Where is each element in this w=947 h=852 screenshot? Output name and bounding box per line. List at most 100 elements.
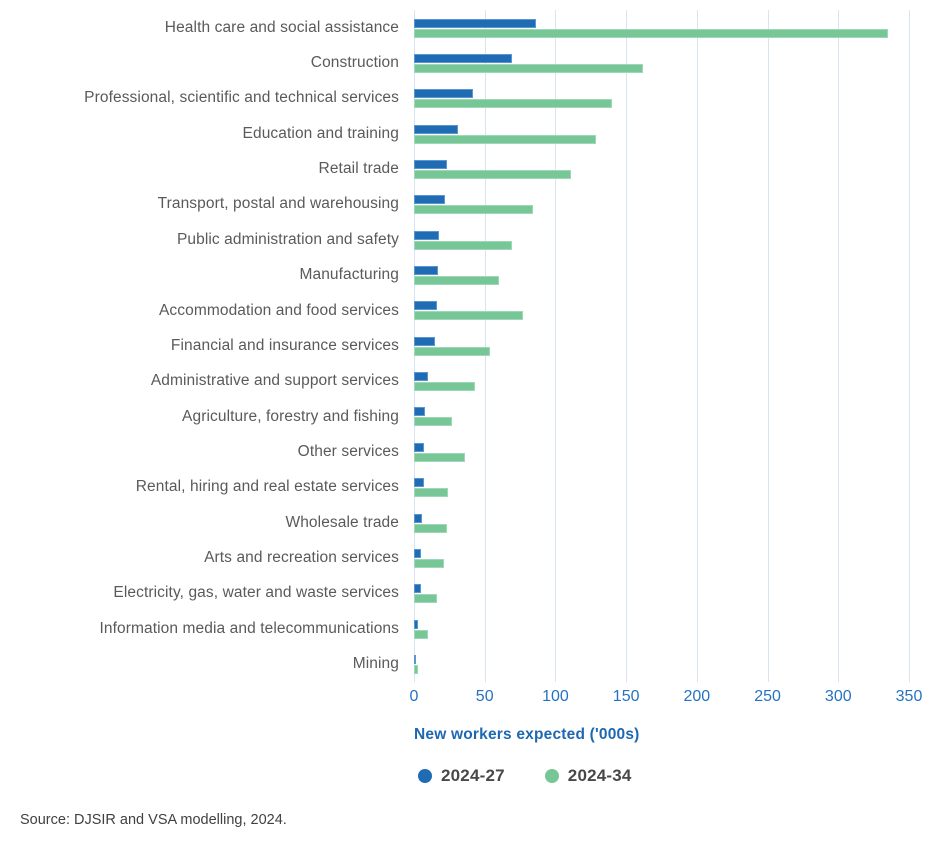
- category-row: Mining: [16, 646, 925, 681]
- x-tick-label-350: 350: [895, 687, 923, 705]
- bar-group: [414, 399, 909, 434]
- bar-2024-34: [414, 28, 888, 38]
- x-tick-label-250: 250: [754, 687, 781, 705]
- category-row: Wholesale trade: [16, 505, 925, 540]
- bar-2024-27: [414, 159, 447, 169]
- x-axis-ticks: 0 50 100 150 200 250 300 350: [410, 686, 923, 712]
- bar-2024-27: [414, 53, 512, 63]
- bar-group: [414, 540, 909, 575]
- bar-group: [414, 81, 909, 116]
- category-label: Health care and social assistance: [164, 18, 399, 36]
- category-label: Administrative and support services: [150, 372, 399, 390]
- bar-2024-34: [414, 664, 419, 674]
- bar-group: [414, 45, 909, 80]
- category-label: Transport, postal and warehousing: [157, 195, 399, 213]
- bar-2024-34: [414, 488, 448, 498]
- category-row: Health care and social assistance: [16, 10, 925, 45]
- bar-group: [414, 187, 909, 222]
- category-row: Information media and telecommunications: [16, 611, 925, 646]
- bar-2024-34: [414, 346, 491, 356]
- bar-2024-34: [414, 240, 512, 250]
- bar-group: [414, 611, 909, 646]
- bar-2024-27: [414, 266, 439, 276]
- bar-2024-34: [414, 276, 499, 286]
- bar-2024-34: [414, 594, 437, 604]
- category-label: Education and training: [242, 124, 399, 142]
- category-label: Public administration and safety: [176, 230, 399, 248]
- bar-2024-34: [414, 629, 429, 639]
- category-label: Mining: [352, 655, 399, 673]
- bar-group: [414, 434, 909, 469]
- category-label: Financial and insurance services: [170, 336, 399, 354]
- bar-2024-27: [414, 372, 429, 382]
- source-note: Source: DJSIR and VSA modelling, 2024.: [20, 812, 287, 828]
- bar-group: [414, 293, 909, 328]
- category-row: Rental, hiring and real estate services: [16, 470, 925, 505]
- category-row: Accommodation and food services: [16, 293, 925, 328]
- category-label: Information media and telecommunications: [99, 619, 399, 637]
- bar-2024-27: [414, 442, 424, 452]
- category-row: Transport, postal and warehousing: [16, 187, 925, 222]
- category-row: Agriculture, forestry and fishing: [16, 399, 925, 434]
- category-row: Education and training: [16, 116, 925, 151]
- bar-2024-27: [414, 124, 458, 134]
- bar-2024-27: [414, 619, 419, 629]
- bar-2024-27: [414, 513, 423, 523]
- bar-2024-27: [414, 230, 440, 240]
- bar-2024-27: [414, 654, 416, 664]
- bar-2024-34: [414, 311, 523, 321]
- x-tick-label-0: 0: [409, 687, 419, 705]
- bar-2024-27: [414, 18, 536, 28]
- x-axis-title: New workers expected ('000s): [414, 725, 640, 743]
- legend-dot-2024-27: [418, 768, 432, 783]
- bar-group: [414, 10, 909, 45]
- bar-2024-27: [414, 407, 426, 417]
- category-row: Retail trade: [16, 151, 925, 186]
- category-row: Professional, scientific and technical s…: [16, 81, 925, 116]
- legend-dot-2024-34: [544, 768, 559, 783]
- bar-2024-34: [414, 523, 447, 533]
- category-label: Professional, scientific and technical s…: [84, 89, 399, 107]
- category-row: Other services: [16, 434, 925, 469]
- bar-2024-34: [414, 452, 465, 462]
- bar-group: [414, 116, 909, 151]
- x-tick-label-50: 50: [475, 687, 494, 705]
- category-row: Construction: [16, 45, 925, 80]
- category-row: Public administration and safety: [16, 222, 925, 257]
- x-tick-label-200: 200: [683, 687, 711, 705]
- bar-2024-27: [414, 584, 422, 594]
- bar-2024-34: [414, 558, 444, 568]
- category-label: Electricity, gas, water and waste servic…: [113, 584, 399, 602]
- category-label: Accommodation and food services: [158, 301, 399, 319]
- x-tick-label-150: 150: [612, 687, 640, 705]
- legend-label-2024-34: 2024-34: [567, 765, 632, 785]
- chart-rows: Health care and social assistance Constru…: [16, 10, 925, 682]
- bar-group: [414, 646, 909, 681]
- bar-group: [414, 576, 909, 611]
- bar-2024-34: [414, 417, 453, 427]
- category-row: Manufacturing: [16, 258, 925, 293]
- bar-2024-34: [414, 169, 571, 179]
- bar-2024-27: [414, 336, 436, 346]
- bar-2024-27: [414, 301, 437, 311]
- bar-group: [414, 328, 909, 363]
- bar-2024-27: [414, 195, 446, 205]
- bar-chart: Health care and social assistance Constru…: [16, 10, 947, 786]
- category-label: Construction: [310, 54, 399, 72]
- bar-2024-34: [414, 99, 612, 109]
- category-label: Agriculture, forestry and fishing: [182, 407, 399, 425]
- bar-group: [414, 364, 909, 399]
- bar-2024-27: [414, 548, 422, 558]
- bar-group: [414, 222, 909, 257]
- category-row: Electricity, gas, water and waste servic…: [16, 576, 925, 611]
- category-label: Arts and recreation services: [204, 549, 399, 567]
- legend-label-2024-27: 2024-27: [441, 765, 505, 785]
- bar-2024-27: [414, 478, 424, 488]
- category-label: Manufacturing: [299, 266, 399, 284]
- legend: 2024-27 2024-34: [418, 766, 947, 786]
- category-row: Financial and insurance services: [16, 328, 925, 363]
- bar-group: [414, 470, 909, 505]
- bar-2024-34: [414, 382, 475, 392]
- bar-2024-27: [414, 89, 474, 99]
- legend-item-2024-27: 2024-27: [418, 766, 505, 786]
